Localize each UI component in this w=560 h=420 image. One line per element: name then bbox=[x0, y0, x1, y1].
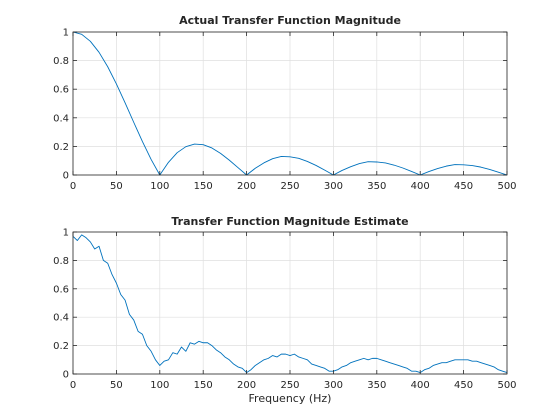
bottom-x-axis-label: Frequency (Hz) bbox=[249, 392, 332, 405]
x-tick-label: 200 bbox=[237, 380, 256, 391]
x-tick-label: 150 bbox=[194, 380, 213, 391]
x-tick-label: 500 bbox=[497, 181, 516, 192]
y-tick-label: 1 bbox=[63, 228, 69, 239]
bottom-axes: Transfer Function Magnitude Estimate 0 50… bbox=[53, 215, 516, 405]
y-tick-label: 0.6 bbox=[53, 85, 69, 96]
x-tick-label: 200 bbox=[237, 181, 256, 192]
series-line bbox=[72, 234, 508, 374]
y-tick-label: 0.8 bbox=[53, 56, 69, 67]
x-tick-label: 250 bbox=[280, 181, 299, 192]
x-tick-label: 50 bbox=[110, 181, 123, 192]
y-tick-label: 0.2 bbox=[53, 341, 69, 352]
y-tick-label: 1 bbox=[63, 28, 69, 39]
x-tick-label: 150 bbox=[194, 181, 213, 192]
x-tick-label: 400 bbox=[411, 380, 430, 391]
x-tick-label: 450 bbox=[454, 181, 473, 192]
bottom-series bbox=[72, 234, 508, 374]
y-tick-label: 0.8 bbox=[53, 256, 69, 267]
top-chart-title: Actual Transfer Function Magnitude bbox=[179, 14, 401, 27]
bottom-ticks: 0 50 100 150 200 250 300 350 400 450 500 0 0.2 0.4 0.6… bbox=[53, 228, 516, 392]
x-tick-label: 350 bbox=[367, 380, 386, 391]
top-axes: Actual Transfer Function Magnitude 0 50 10… bbox=[53, 14, 516, 192]
y-tick-label: 0.4 bbox=[53, 313, 69, 324]
y-tick-label: 0 bbox=[63, 171, 69, 182]
x-tick-label: 100 bbox=[150, 380, 169, 391]
y-tick-label: 0 bbox=[63, 370, 69, 381]
x-tick-label: 500 bbox=[497, 380, 516, 391]
top-ticks: 0 50 100 150 200 250 300 350 400 450 500 0 0.2 0.4 0.6… bbox=[53, 28, 516, 193]
x-tick-label: 100 bbox=[150, 181, 169, 192]
x-tick-label: 400 bbox=[411, 181, 430, 192]
y-tick-label: 0.4 bbox=[53, 113, 69, 124]
y-tick-label: 0.2 bbox=[53, 142, 69, 153]
x-tick-label: 0 bbox=[70, 380, 76, 391]
top-series bbox=[72, 31, 508, 176]
x-tick-label: 450 bbox=[454, 380, 473, 391]
x-tick-label: 0 bbox=[70, 181, 76, 192]
x-tick-label: 50 bbox=[110, 380, 123, 391]
x-tick-label: 300 bbox=[324, 181, 343, 192]
series-line bbox=[72, 31, 508, 176]
y-tick-label: 0.6 bbox=[53, 284, 69, 295]
x-tick-label: 250 bbox=[280, 380, 299, 391]
x-tick-label: 300 bbox=[324, 380, 343, 391]
x-tick-label: 350 bbox=[367, 181, 386, 192]
bottom-chart-title: Transfer Function Magnitude Estimate bbox=[171, 215, 408, 228]
